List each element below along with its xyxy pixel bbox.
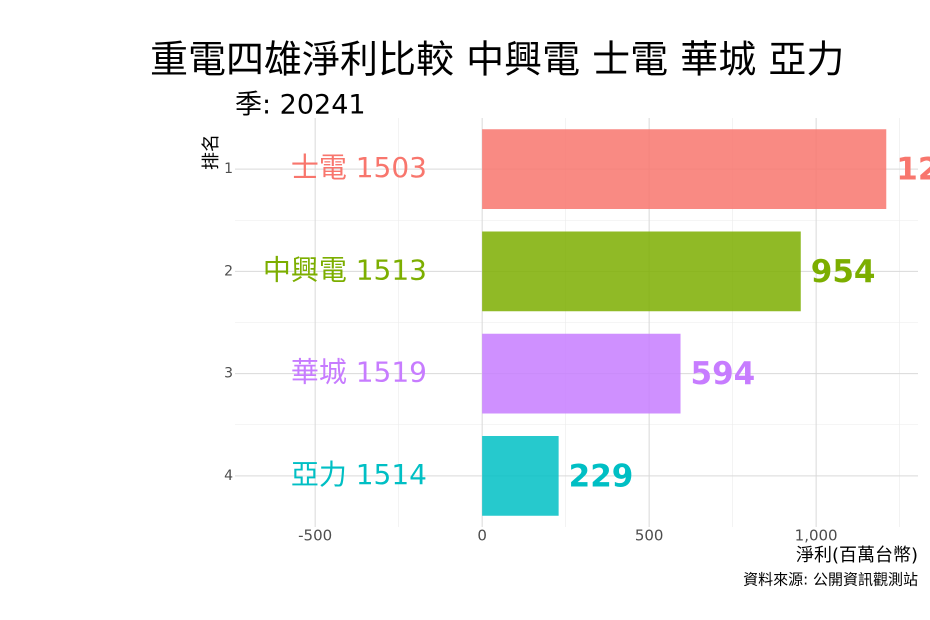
- value-label: 1210: [896, 152, 930, 188]
- x-tick-label: 500: [635, 527, 664, 545]
- bar: [482, 129, 887, 210]
- x-tick-label: -500: [298, 527, 332, 545]
- value-label: 229: [569, 458, 634, 494]
- rank-label: 3: [224, 366, 233, 382]
- value-label: 594: [691, 356, 756, 392]
- bar: [482, 435, 559, 516]
- x-axis-title: 淨利(百萬台幣): [796, 545, 918, 566]
- x-tick-label: 0: [477, 527, 487, 545]
- rank-label: 1: [224, 161, 233, 177]
- category-label: 亞力 1514: [291, 458, 427, 491]
- x-tick-label: 1,000: [795, 527, 838, 545]
- chart-subtitle: 季: 20241: [235, 90, 366, 121]
- y-axis-title: 排名: [201, 134, 222, 170]
- bar: [482, 333, 681, 414]
- rank-label: 2: [224, 263, 233, 279]
- caption: 資料來源: 公開資訊觀測站: [743, 571, 918, 589]
- bar: [482, 231, 801, 312]
- category-label: 華城 1519: [291, 356, 427, 389]
- rank-label: 4: [224, 468, 233, 484]
- category-label: 士電 1503: [291, 151, 427, 184]
- value-label: 954: [811, 254, 876, 290]
- chart-title: 重電四雄淨利比較 中興電 士電 華城 亞力: [150, 38, 844, 82]
- category-label: 中興電 1513: [263, 253, 427, 286]
